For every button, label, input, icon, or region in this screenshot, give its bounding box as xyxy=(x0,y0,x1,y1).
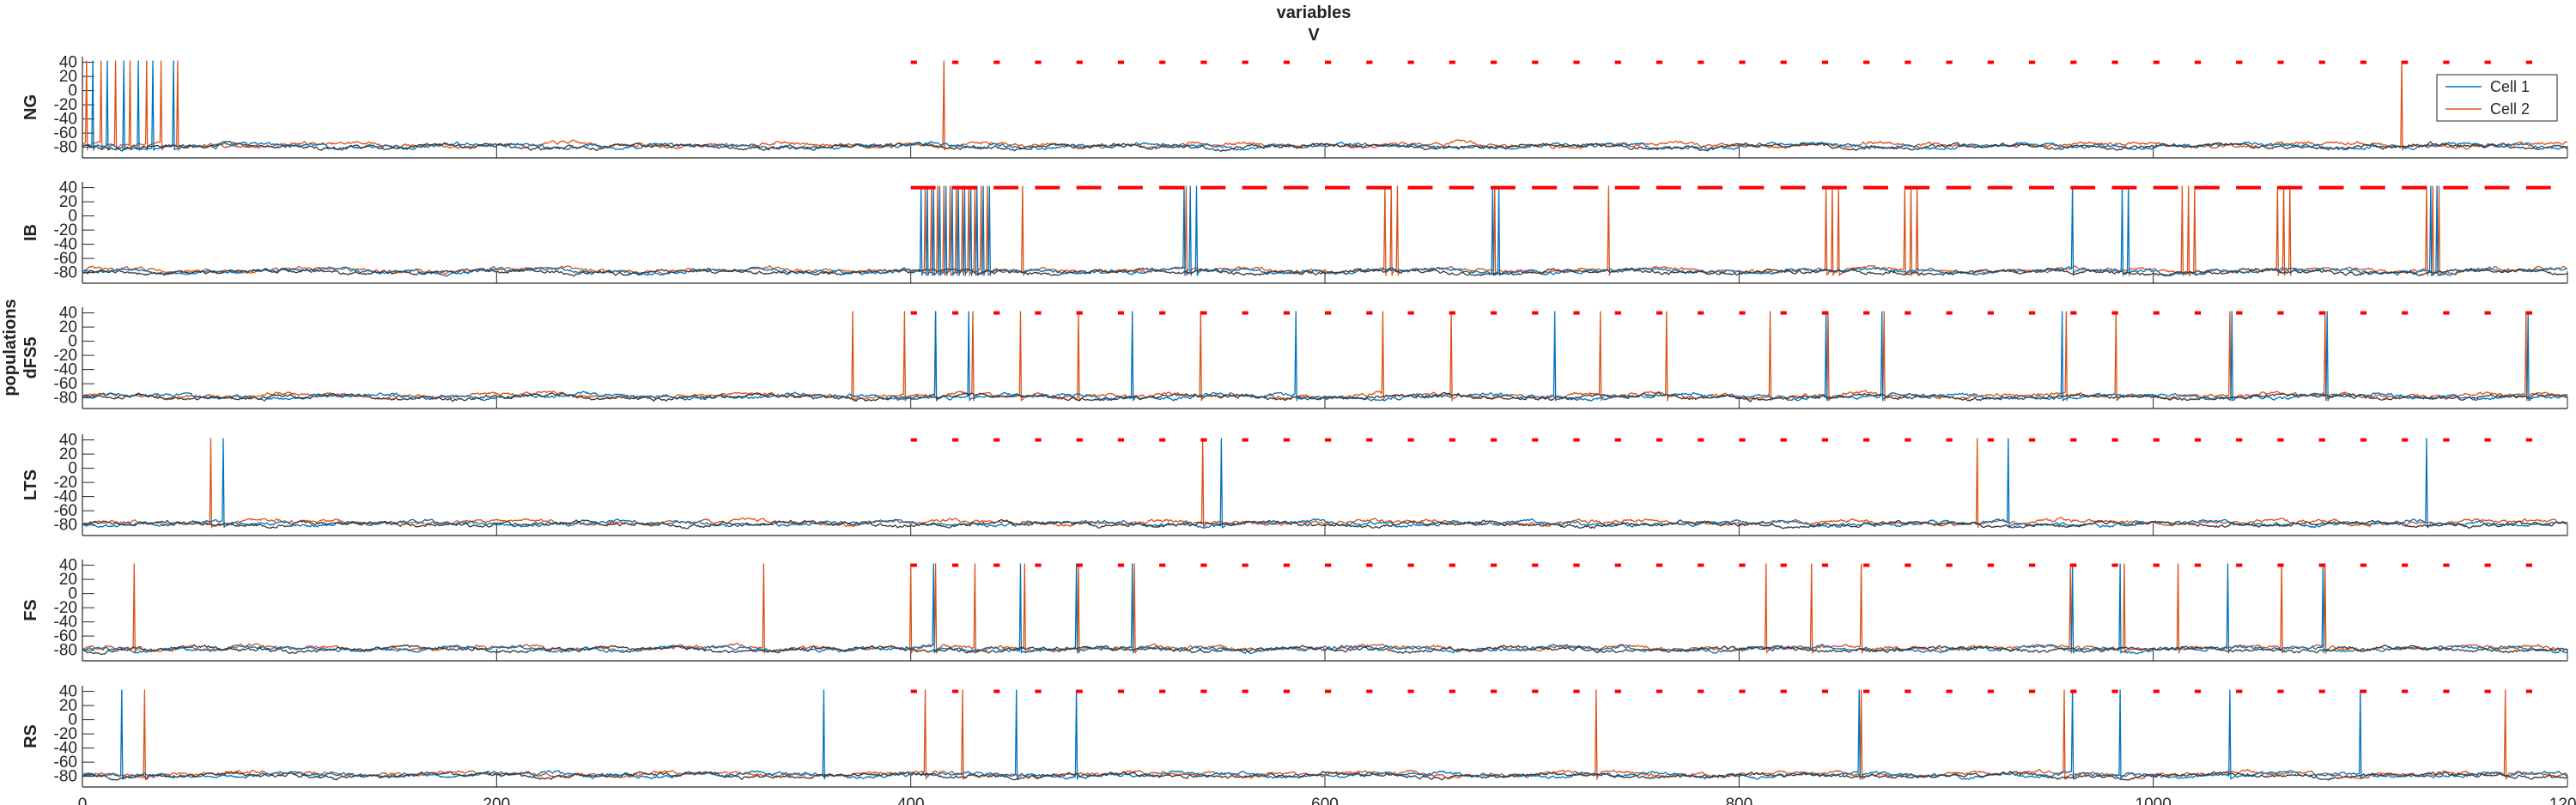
figure-title-line1: variables xyxy=(1277,3,1352,22)
y-tick-label: 20 xyxy=(59,68,77,86)
x-tick-label: 200 xyxy=(483,796,510,805)
y-tick-label: -20 xyxy=(54,474,77,492)
x-tick-label: 1000 xyxy=(2136,796,2172,805)
trace xyxy=(82,60,2568,151)
y-tick-label: 20 xyxy=(59,318,77,336)
y-tick-label: 20 xyxy=(59,445,77,463)
y-tick-label: 0 xyxy=(68,333,77,351)
x-axis-ticks: 0 200 400 600 800 1000 1200 xyxy=(78,796,2576,805)
y-tick-label: 40 xyxy=(59,305,77,323)
legend-box xyxy=(2436,74,2558,122)
y-tick-label: -20 xyxy=(54,96,77,114)
y-tick-label: -20 xyxy=(54,221,77,239)
y-tick-label: 0 xyxy=(68,460,77,478)
y-tick-label: -40 xyxy=(54,614,77,632)
x-tick-label: 600 xyxy=(1311,796,1339,805)
x-tick-label: 0 xyxy=(78,796,88,805)
y-tick-label: 40 xyxy=(59,179,77,197)
y-tick-label: -60 xyxy=(54,754,77,772)
trace xyxy=(82,563,2568,655)
trace xyxy=(82,518,2568,530)
y-tick-label: 40 xyxy=(59,432,77,450)
trace xyxy=(82,311,2568,402)
y-tick-label: -80 xyxy=(54,264,77,282)
y-tick-label: 20 xyxy=(59,697,77,715)
x-tick-label: 1200 xyxy=(2549,796,2576,805)
x-tick-label: 400 xyxy=(897,796,925,805)
y-tick-label: 40 xyxy=(59,54,77,72)
trace xyxy=(82,689,2568,780)
y-tick-label: -60 xyxy=(54,375,77,393)
panel-ylabel: IB xyxy=(21,224,40,241)
trace xyxy=(82,438,2568,530)
panels-container: NG40200-20-40-60-80IB40200-20-40-60-80dF… xyxy=(21,54,2568,788)
panel-ylabel: RS xyxy=(21,724,40,748)
trace xyxy=(82,60,2568,151)
panel-ylabel: LTS xyxy=(21,469,40,500)
y-tick-label: 0 xyxy=(68,585,77,603)
trace xyxy=(82,311,2568,402)
trace xyxy=(82,689,2568,780)
trace xyxy=(82,185,2568,276)
y-tick-label: -40 xyxy=(54,361,77,379)
y-tick-label: -20 xyxy=(54,725,77,743)
y-tick-label: 0 xyxy=(68,208,77,226)
trace xyxy=(82,185,2568,277)
trace xyxy=(82,771,2568,781)
y-tick-label: 40 xyxy=(59,683,77,701)
y-tick-label: 20 xyxy=(59,193,77,211)
panel-ylabel: dFS5 xyxy=(21,337,40,379)
y-tick-label: -20 xyxy=(54,347,77,365)
populations-label: populations xyxy=(1,299,20,396)
y-tick-label: -80 xyxy=(54,642,77,660)
y-tick-label: -20 xyxy=(54,599,77,617)
legend: Cell 1 Cell 2 xyxy=(2436,74,2558,122)
y-tick-label: -40 xyxy=(54,236,77,254)
y-tick-label: -60 xyxy=(54,124,77,142)
y-tick-label: -40 xyxy=(54,111,77,129)
y-tick-label: -80 xyxy=(54,390,77,408)
legend-label-cell2: Cell 2 xyxy=(2490,100,2530,118)
y-tick-label: -60 xyxy=(54,250,77,268)
trace xyxy=(82,141,2567,152)
figure-title-line2: V xyxy=(1308,26,1320,45)
y-tick-label: -80 xyxy=(54,517,77,535)
y-tick-label: 40 xyxy=(59,557,77,575)
panel-ylabel: NG xyxy=(21,94,40,120)
y-tick-label: 0 xyxy=(68,711,77,729)
y-tick-label: -60 xyxy=(54,627,77,645)
trace xyxy=(82,267,2568,277)
trace xyxy=(82,563,2568,654)
trace xyxy=(82,438,2568,529)
x-tick-label: 800 xyxy=(1725,796,1753,805)
legend-label-cell1: Cell 1 xyxy=(2490,78,2530,95)
y-tick-label: 20 xyxy=(59,571,77,589)
panel-ylabel: FS xyxy=(21,599,40,621)
y-tick-label: -60 xyxy=(54,502,77,520)
trace xyxy=(82,644,2568,656)
y-tick-label: -80 xyxy=(54,139,77,157)
y-tick-label: 0 xyxy=(68,82,77,100)
trace xyxy=(82,391,2568,402)
y-tick-label: -80 xyxy=(54,768,77,786)
y-tick-label: -40 xyxy=(54,488,77,506)
y-tick-label: -40 xyxy=(54,740,77,758)
